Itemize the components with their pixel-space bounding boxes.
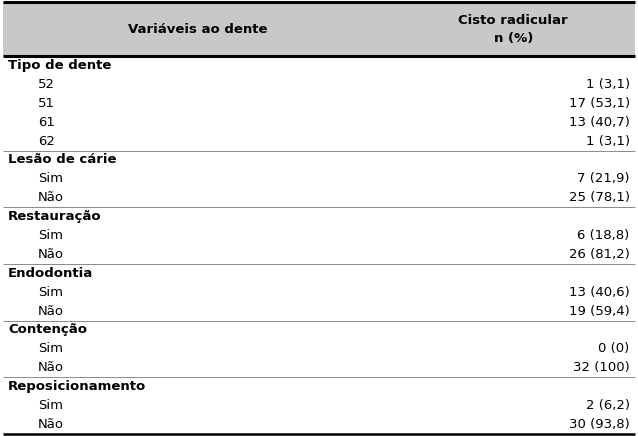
Text: 32 (100): 32 (100) — [573, 361, 630, 374]
Text: 2 (6,2): 2 (6,2) — [586, 399, 630, 412]
Text: Endodontia: Endodontia — [8, 267, 94, 280]
Text: Não: Não — [38, 361, 64, 374]
Text: Variáveis ao dente: Variáveis ao dente — [128, 23, 267, 36]
Text: 51: 51 — [38, 97, 55, 110]
Text: Sim: Sim — [38, 286, 63, 299]
Text: 25 (78,1): 25 (78,1) — [568, 191, 630, 204]
Text: 1 (3,1): 1 (3,1) — [586, 135, 630, 148]
Text: 19 (59,4): 19 (59,4) — [569, 305, 630, 317]
Text: Sim: Sim — [38, 342, 63, 355]
Text: Sim: Sim — [38, 172, 63, 185]
Text: 7 (21,9): 7 (21,9) — [577, 172, 630, 185]
Text: Restauração: Restauração — [8, 210, 102, 223]
Text: Sim: Sim — [38, 229, 63, 242]
Bar — [3, 2, 635, 56]
Text: Sim: Sim — [38, 399, 63, 412]
Text: 6 (18,8): 6 (18,8) — [577, 229, 630, 242]
Text: 61: 61 — [38, 116, 55, 129]
Text: Lesão de cárie: Lesão de cárie — [8, 153, 117, 167]
Text: 30 (93,8): 30 (93,8) — [569, 418, 630, 431]
Text: Reposicionamento: Reposicionamento — [8, 380, 147, 393]
Text: Cisto radicular
n (%): Cisto radicular n (%) — [459, 14, 568, 44]
Text: Não: Não — [38, 248, 64, 261]
Text: 0 (0): 0 (0) — [598, 342, 630, 355]
Text: Contenção: Contenção — [8, 324, 87, 337]
Text: 52: 52 — [38, 78, 55, 91]
Text: 13 (40,6): 13 (40,6) — [569, 286, 630, 299]
Text: 17 (53,1): 17 (53,1) — [568, 97, 630, 110]
Text: Não: Não — [38, 191, 64, 204]
Text: 1 (3,1): 1 (3,1) — [586, 78, 630, 91]
Text: 26 (81,2): 26 (81,2) — [569, 248, 630, 261]
Text: Não: Não — [38, 305, 64, 317]
Text: Tipo de dente: Tipo de dente — [8, 59, 112, 72]
Text: Não: Não — [38, 418, 64, 431]
Text: 62: 62 — [38, 135, 55, 148]
Text: 13 (40,7): 13 (40,7) — [569, 116, 630, 129]
